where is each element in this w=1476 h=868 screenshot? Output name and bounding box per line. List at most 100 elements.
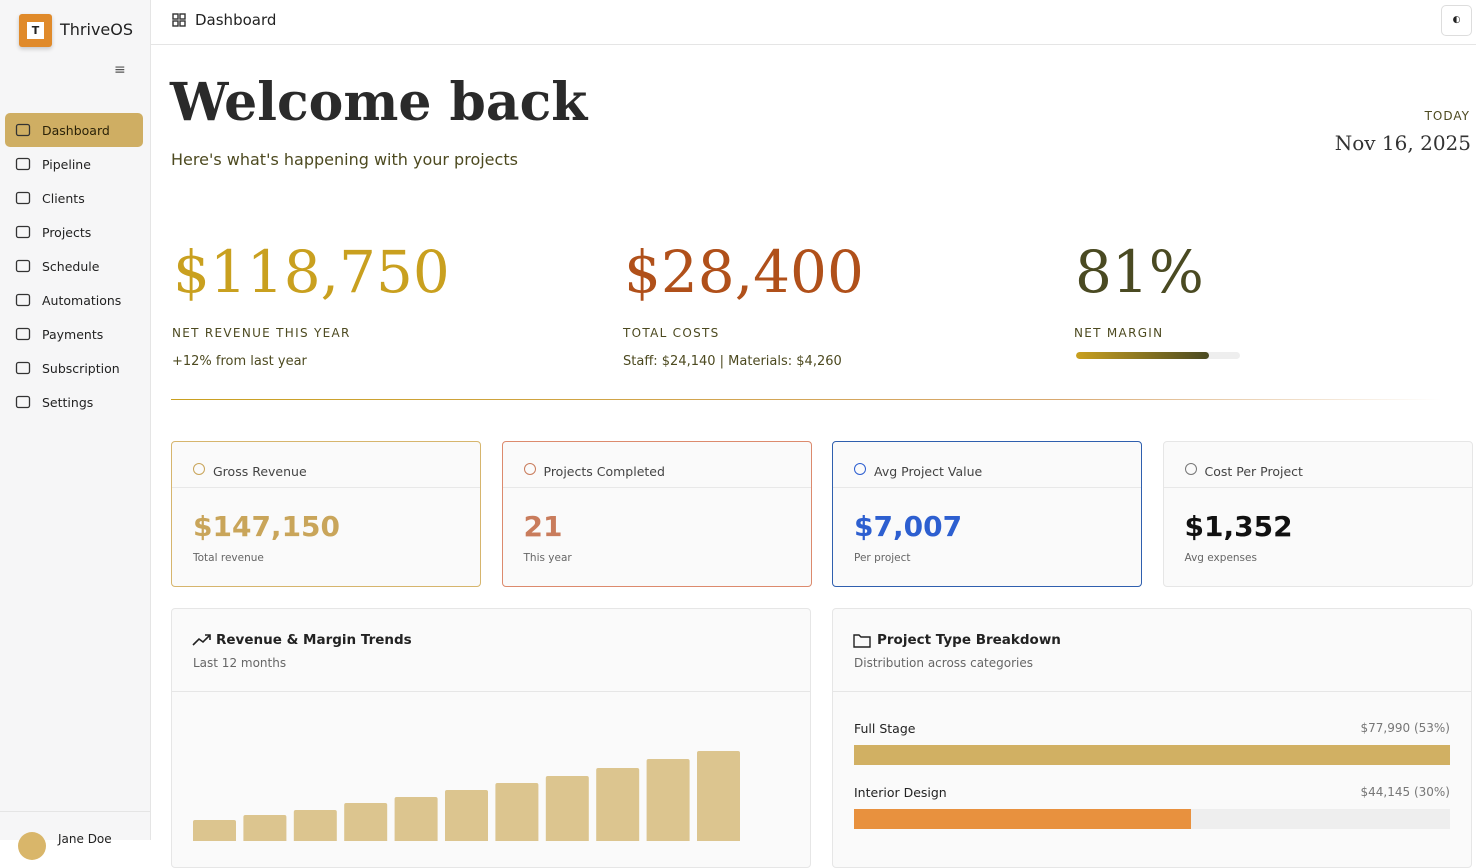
grid-icon	[172, 13, 186, 27]
card-title: Gross Revenue	[213, 464, 307, 479]
nav-item[interactable]: Pipeline	[5, 147, 143, 181]
nav-item[interactable]: Clients	[5, 181, 143, 215]
icon-shape	[15, 361, 31, 375]
card-note: Avg expenses	[1184, 552, 1257, 564]
icon-shape	[15, 327, 31, 341]
trend-chart	[193, 751, 740, 841]
item-name: Full Stage	[854, 721, 916, 736]
card-title: Projects Completed	[543, 464, 665, 479]
user-name: Jane Doe	[58, 832, 112, 846]
card-title: Cost Per Project	[1204, 464, 1303, 479]
card-icon	[854, 463, 866, 475]
item-value: $44,145 (30%)	[1360, 785, 1450, 799]
trend-bar	[394, 797, 438, 841]
kpi-value: $118,750	[173, 238, 450, 306]
divider	[833, 487, 1141, 488]
stat-card: Cost Per Project $1,352 Avg expenses	[1162, 441, 1473, 587]
kpi-label: TOTAL COSTS	[623, 326, 720, 340]
icon-shape	[15, 293, 31, 307]
item-track	[854, 745, 1450, 765]
folder-icon	[853, 634, 871, 648]
panel-subtitle: Distribution across categories	[854, 656, 1034, 670]
icon-shape	[15, 395, 31, 409]
trend-bar	[596, 768, 640, 841]
kpi-value: 81%	[1075, 238, 1204, 306]
trend-bar	[293, 810, 337, 841]
item-bar	[854, 745, 1450, 765]
card-note: This year	[523, 552, 572, 564]
kpi-label: NET REVENUE THIS YEAR	[172, 326, 351, 340]
nav-item[interactable]: Schedule	[5, 249, 143, 283]
nav-item[interactable]: Dashboard	[5, 113, 143, 147]
icon-shape	[15, 259, 31, 273]
icon-shape	[15, 123, 31, 137]
card-note: Total revenue	[193, 552, 264, 564]
divider	[172, 487, 480, 488]
menu-toggle[interactable]: ≡	[114, 62, 126, 78]
trend-bar	[545, 776, 589, 841]
trend-bar	[344, 803, 388, 841]
page-title: Dashboard	[195, 11, 277, 29]
sidebar: T ThriveOS ≡ Dashboard Pipeline Clients Pro…	[0, 0, 151, 860]
logo[interactable]: T	[19, 14, 52, 47]
breakdown-panel: Project Type Breakdown Distribution acro…	[832, 608, 1472, 868]
divider	[0, 811, 150, 812]
date: Nov 16, 2025	[1334, 131, 1471, 155]
topbar: Dashboard ◐	[151, 0, 1476, 45]
item-bar	[854, 809, 1192, 829]
panel-title: Revenue & Margin Trends	[216, 632, 412, 648]
divider	[172, 691, 810, 692]
nav-icon	[15, 191, 31, 205]
item-name: Interior Design	[854, 785, 947, 800]
avatar	[18, 832, 46, 860]
panel-subtitle: Last 12 months	[193, 656, 287, 670]
card-value: $1,352	[1184, 510, 1293, 543]
stat-card: Gross Revenue $147,150 Total revenue	[171, 441, 481, 587]
card-value: $7,007	[854, 510, 963, 543]
trend-bar	[445, 790, 488, 841]
trend-bar	[646, 759, 690, 841]
nav-item[interactable]: Projects	[5, 215, 143, 249]
nav-item[interactable]: Settings	[5, 385, 143, 419]
card-note: Per project	[854, 552, 911, 564]
nav-icon	[15, 225, 31, 239]
nav-icon	[15, 327, 31, 341]
trend-bar	[495, 783, 539, 841]
stat-card: Avg Project Value $7,007 Per project	[832, 441, 1142, 587]
item-value: $77,990 (53%)	[1360, 721, 1450, 735]
nav-icon	[15, 293, 31, 307]
trends-panel: Revenue & Margin Trends Last 12 months	[171, 608, 811, 868]
brand: ThriveOS	[60, 20, 133, 39]
divider	[1163, 487, 1472, 488]
card-icon	[193, 463, 205, 475]
card-title: Avg Project Value	[874, 464, 983, 479]
nav-icon	[15, 123, 31, 137]
nav-item[interactable]: Subscription	[5, 351, 143, 385]
card-value: $147,150	[193, 510, 341, 543]
nav-icon	[15, 395, 31, 409]
date-label: TODAY	[1424, 109, 1470, 123]
nav-icon	[15, 157, 31, 171]
progress-fill	[1076, 352, 1209, 359]
welcome-subtitle: Here's what's happening with your projec…	[171, 150, 518, 169]
icon-shape	[15, 225, 31, 239]
nav-item[interactable]: Automations	[5, 283, 143, 317]
kpi-note: +12% from last year	[172, 354, 307, 369]
card-icon	[523, 463, 536, 475]
nav-item[interactable]: Payments	[5, 317, 143, 351]
progress-track	[1076, 352, 1240, 359]
kpi-label: NET MARGIN	[1074, 326, 1164, 340]
kpi-note: Staff: $24,140 | Materials: $4,260	[623, 354, 842, 369]
trend-bar	[193, 820, 236, 841]
kpi-value: $28,400	[624, 238, 864, 306]
divider	[502, 487, 811, 488]
card-value: 21	[523, 510, 563, 543]
trend-bar	[697, 751, 740, 841]
welcome-title: Welcome back	[170, 72, 588, 133]
nav-icon	[15, 361, 31, 375]
nav-icon	[15, 259, 31, 273]
theme-toggle[interactable]: ◐	[1441, 5, 1472, 36]
panel-title: Project Type Breakdown	[877, 632, 1061, 648]
icon-shape	[15, 157, 31, 171]
